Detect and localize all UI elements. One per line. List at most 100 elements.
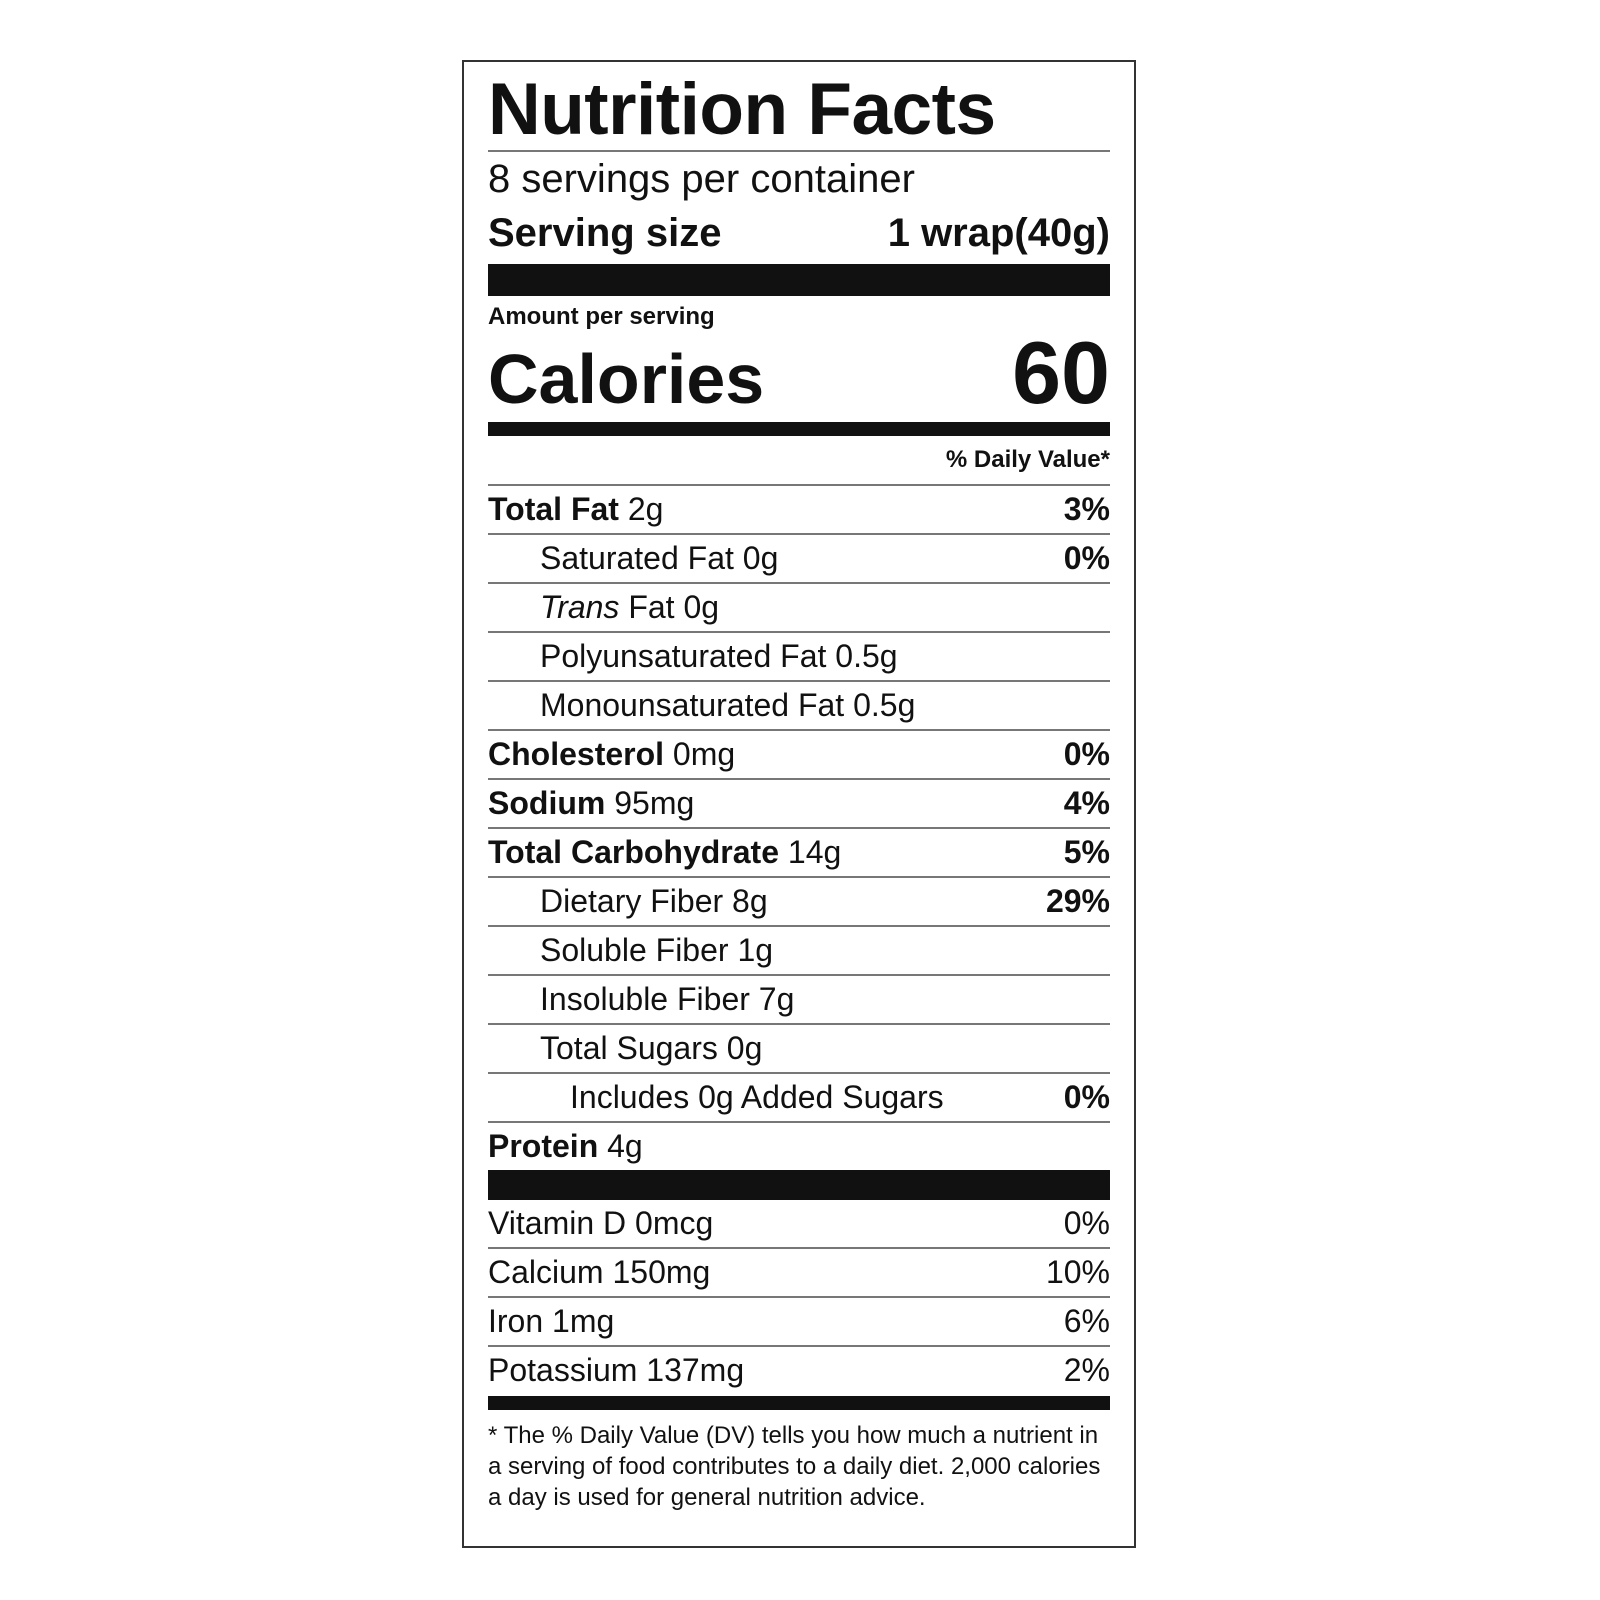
- daily-value: 5%: [1063, 834, 1110, 870]
- nutrient-row: Trans Fat 0g: [488, 584, 1110, 633]
- nutrient-amount: 1g: [737, 932, 774, 968]
- nutrient-label: Trans Fat 0g: [488, 589, 719, 626]
- serving-size: Serving size 1 wrap(40g): [488, 206, 1110, 260]
- nutrient-amount: 4g: [607, 1128, 643, 1164]
- amount-per-serving: Amount per serving: [488, 303, 715, 330]
- nutrient-list: Total Fat 2g 3% Saturated Fat 0g 0% Trans Fa…: [488, 486, 1110, 1170]
- nutrient-name: Polyunsaturated Fat: [540, 638, 827, 674]
- calories: Calories 60: [488, 323, 1110, 422]
- nutrient-label: Sodium 95mg: [488, 785, 694, 822]
- serving-size-value: 1 wrap(40g): [887, 211, 1110, 255]
- nutrient-label: Total Carbohydrate 14g: [488, 834, 841, 871]
- vitamin-row: Potassium 137mg 2%: [488, 1347, 1110, 1394]
- nutrient-label: Insoluble Fiber 7g: [488, 981, 794, 1018]
- nutrient-row: Sodium 95mg 4%: [488, 780, 1110, 829]
- nutrient-amount: 137mg: [646, 1352, 745, 1388]
- nutrient-row: Includes 0g Added Sugars 0%: [488, 1074, 1110, 1123]
- nutrient-label: Dietary Fiber 8g: [488, 883, 768, 920]
- nutrient-amount: 7g: [758, 981, 795, 1017]
- daily-value: 4%: [1063, 785, 1110, 821]
- nutrient-name: Iron: [488, 1303, 544, 1339]
- calories-value: 60: [1012, 323, 1110, 422]
- footnote: * The % Daily Value (DV) tells you how m…: [488, 1422, 1101, 1511]
- nutrient-amount: 0mg: [672, 736, 736, 772]
- nutrient-name: Total Carbohydrate: [488, 834, 779, 870]
- nutrient-amount: 0.5g: [835, 638, 898, 674]
- daily-value: 0%: [1063, 540, 1110, 576]
- nutrient-name: Total Fat: [488, 491, 619, 527]
- nutrient-row: Cholesterol 0mg 0%: [488, 731, 1110, 780]
- nutrient-name: Calcium: [488, 1254, 604, 1290]
- nutrient-name: Total Sugars: [540, 1030, 718, 1066]
- thick-rule: [488, 1170, 1110, 1200]
- vitamin-row: Iron 1mg 6%: [488, 1298, 1110, 1347]
- daily-value: 2%: [1063, 1352, 1110, 1388]
- serving-size-label: Serving size: [488, 211, 722, 255]
- daily-value: 0%: [1063, 1079, 1110, 1115]
- vitamin-row: Vitamin D 0mcg 0%: [488, 1200, 1110, 1249]
- nutrient-amount: 0g: [726, 1030, 763, 1066]
- nutrient-amount: 0g: [683, 589, 720, 625]
- nutrient-name: Fat: [628, 589, 675, 625]
- nutrient-label: Total Sugars 0g: [488, 1030, 762, 1067]
- vitamin-row: Calcium 150mg 10%: [488, 1249, 1110, 1298]
- nutrient-name: Insoluble Fiber: [540, 981, 750, 1017]
- nutrient-label: Monounsaturated Fat 0.5g: [488, 687, 915, 724]
- nutrient-row: Saturated Fat 0g 0%: [488, 535, 1110, 584]
- nutrient-label: Saturated Fat 0g: [488, 540, 778, 577]
- daily-value: 0%: [1063, 736, 1110, 772]
- nutrient-name: Dietary Fiber: [540, 883, 724, 919]
- nutrient-row: Total Fat 2g 3%: [488, 486, 1110, 535]
- nutrient-name: Cholesterol: [488, 736, 665, 772]
- nutrient-row: Total Sugars 0g: [488, 1025, 1110, 1074]
- nutrient-amount: 0g: [742, 540, 779, 576]
- nutrient-row: Soluble Fiber 1g: [488, 927, 1110, 976]
- nutrient-label: Soluble Fiber 1g: [488, 932, 773, 969]
- daily-value: 0%: [1063, 1205, 1110, 1241]
- nutrition-label: Nutrition Facts 8 servings per container…: [462, 60, 1136, 1548]
- nutrient-label: Total Fat 2g: [488, 491, 663, 528]
- nutrient-label: Protein 4g: [488, 1128, 643, 1165]
- daily-value-header: % Daily Value*: [488, 436, 1110, 486]
- nutrient-amount: 95mg: [614, 785, 695, 821]
- nutrient-amount: 1mg: [552, 1303, 615, 1339]
- thick-rule: [488, 264, 1110, 296]
- nutrient-name: Soluble Fiber: [540, 932, 729, 968]
- daily-value: 29%: [1045, 883, 1110, 919]
- nutrient-amount: 150mg: [612, 1254, 711, 1290]
- nutrient-label: Iron 1mg: [488, 1303, 614, 1340]
- nutrient-name: Protein: [488, 1128, 599, 1164]
- nutrient-name-italic: Trans: [540, 589, 620, 625]
- servings: 8 servings per container: [488, 157, 915, 201]
- nutrient-name: Saturated Fat: [540, 540, 734, 576]
- nutrient-row: Protein 4g: [488, 1123, 1110, 1170]
- nutrient-amount: 2g: [627, 491, 664, 527]
- nutrient-label: Polyunsaturated Fat 0.5g: [488, 638, 898, 675]
- nutrient-amount: 8g: [732, 883, 768, 919]
- nutrient-row: Insoluble Fiber 7g: [488, 976, 1110, 1025]
- medium-rule: [488, 422, 1110, 436]
- calories-label: Calories: [488, 340, 765, 418]
- nutrient-name: Sodium: [488, 785, 606, 821]
- daily-value: 3%: [1063, 491, 1110, 527]
- daily-value: 6%: [1063, 1303, 1110, 1339]
- nutrient-row: Monounsaturated Fat 0.5g: [488, 682, 1110, 731]
- nutrient-row: Polyunsaturated Fat 0.5g: [488, 633, 1110, 682]
- vitamin-list: Vitamin D 0mcg 0% Calcium 150mg 10% Iron 1mg…: [488, 1200, 1110, 1394]
- nutrient-name: Includes 0g Added Sugars: [570, 1079, 944, 1115]
- nutrient-label: Vitamin D 0mcg: [488, 1205, 713, 1242]
- medium-rule: [488, 1396, 1110, 1410]
- nutrient-name: Vitamin D: [488, 1205, 627, 1241]
- nutrient-amount: 0mcg: [635, 1205, 714, 1241]
- nutrient-name: Monounsaturated Fat: [540, 687, 845, 723]
- title: Nutrition Facts: [488, 70, 1110, 152]
- nutrient-name: Potassium: [488, 1352, 638, 1388]
- nutrient-label: Includes 0g Added Sugars: [488, 1079, 944, 1116]
- daily-value: 10%: [1045, 1254, 1110, 1290]
- nutrient-amount: 14g: [787, 834, 842, 870]
- nutrient-label: Cholesterol 0mg: [488, 736, 735, 773]
- nutrient-row: Total Carbohydrate 14g 5%: [488, 829, 1110, 878]
- nutrient-label: Calcium 150mg: [488, 1254, 710, 1291]
- nutrient-row: Dietary Fiber 8g 29%: [488, 878, 1110, 927]
